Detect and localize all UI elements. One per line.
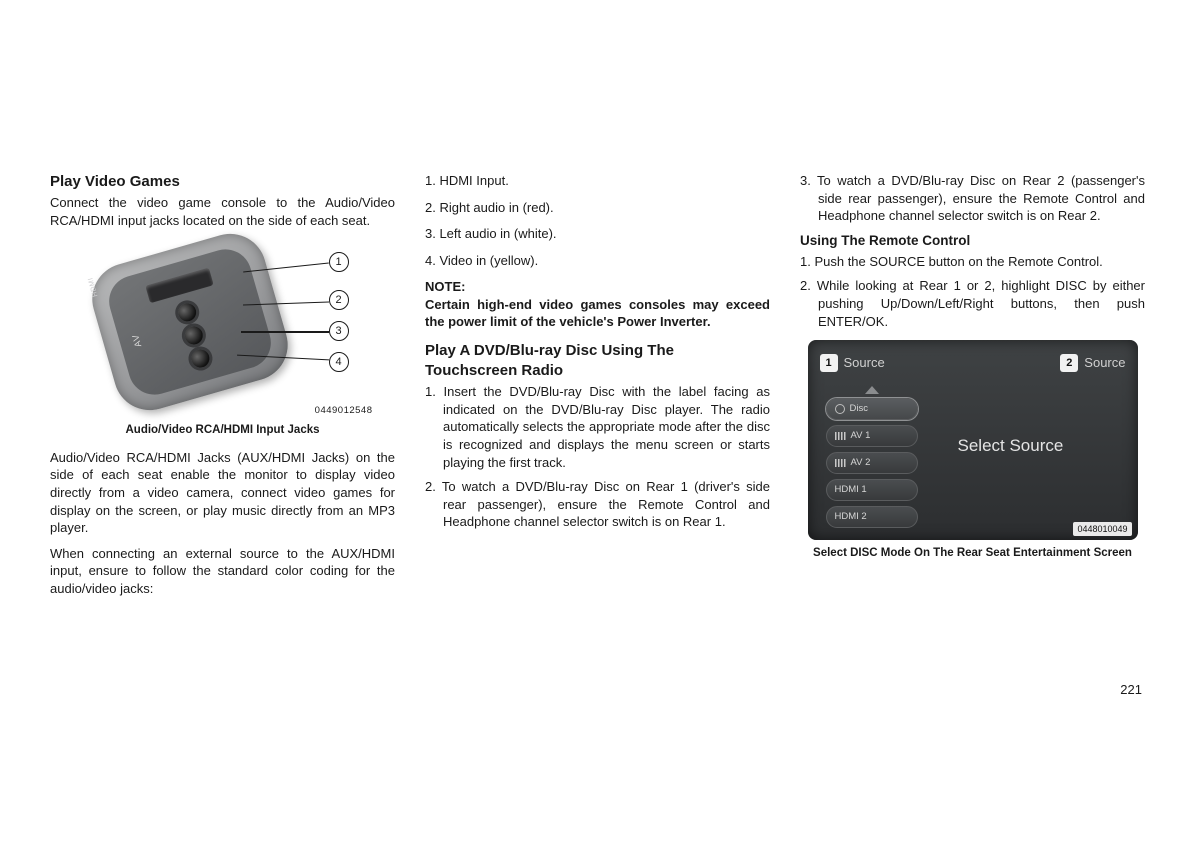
tab-label: AV 1 [851,430,871,443]
list-item: 2. While looking at Rear 1 or 2, highlig… [800,277,1145,330]
callout-1: 1 [329,252,349,272]
list-item: 3. To watch a DVD/Blu-ray Disc on Rear 2… [800,172,1145,225]
rca-jack [176,302,198,324]
jack-panel: AV HDMI [83,226,295,419]
av-label: AV [129,333,144,349]
hdmi-label: HDMI [86,276,101,298]
tab-disc[interactable]: Disc [826,398,918,420]
tab-label: HDMI 2 [835,511,867,524]
heading-play-dvd: Play A DVD/Blu-ray Disc Using The Touchs… [425,341,770,382]
list-item: 1. Push the SOURCE button on the Remote … [800,253,1145,271]
figure-input-jacks: AV HDMI 1 2 3 4 0449012548 [73,237,373,417]
tab-label: Disc [850,403,868,416]
paragraph: Audio/Video RCA/HDMI Jacks (AUX/HDMI Jac… [50,449,395,537]
up-arrow-icon [865,386,879,394]
av-icon [835,432,846,440]
screen-topbar: 1 Source 2 Source [820,350,1126,376]
callout-3: 3 [329,321,349,341]
paragraph: When connecting an external source to th… [50,545,395,598]
rca-jack [182,325,204,347]
list-item: 2. To watch a DVD/Blu-ray Disc on Rear 1… [425,478,770,531]
tab-av2[interactable]: AV 2 [826,452,918,474]
subheading-remote: Using The Remote Control [800,232,1145,250]
paragraph: Connect the video game console to the Au… [50,194,395,229]
callout-2: 2 [329,290,349,310]
figure-caption: Audio/Video RCA/HDMI Input Jacks [50,423,395,439]
tab-hdmi2[interactable]: HDMI 2 [826,506,918,528]
callout-4: 4 [329,352,349,372]
page-number: 221 [1120,682,1142,697]
list-item: 4. Video in (yellow). [425,252,770,270]
leader-line [241,331,329,332]
tab-hdmi1[interactable]: HDMI 1 [826,479,918,501]
rca-jack [189,348,211,370]
source-tabs: Disc AV 1 AV 2 HDMI 1 HDMI 2 [826,386,918,533]
figure-caption: Select DISC Mode On The Rear Seat Entert… [800,546,1145,561]
source-1-badge: 1 [820,354,838,372]
tab-label: AV 2 [851,457,871,470]
source-2-badge: 2 [1060,354,1078,372]
list-item: 3. Left audio in (white). [425,225,770,243]
tab-label: HDMI 1 [835,484,867,497]
heading-play-video-games: Play Video Games [50,172,395,192]
list-item: 1. HDMI Input. [425,172,770,190]
disc-icon [835,404,845,414]
source-1-label: Source [844,354,885,372]
figure-id: 0448010049 [1073,522,1131,536]
note-label: NOTE: [425,278,770,296]
column-2: 1. HDMI Input. 2. Right audio in (red). … [425,172,770,605]
column-3: 3. To watch a DVD/Blu-ray Disc on Rear 2… [800,172,1145,605]
column-1: Play Video Games Connect the video game … [50,172,395,605]
screen-main-text: Select Source [958,435,1064,458]
dvd-steps-list: 1. Insert the DVD/Blu-ray Disc with the … [425,383,770,530]
tab-av1[interactable]: AV 1 [826,425,918,447]
figure-id: 0449012548 [315,405,373,418]
av-icon [835,459,846,467]
hdmi-slot [145,268,213,303]
source-2-label: Source [1084,354,1125,372]
list-item: 1. Insert the DVD/Blu-ray Disc with the … [425,383,770,471]
note-text: Certain high-end video games consoles ma… [425,296,770,331]
dvd-steps-continued: 3. To watch a DVD/Blu-ray Disc on Rear 2… [800,172,1145,225]
list-item: 2. Right audio in (red). [425,199,770,217]
figure-touchscreen: 1 Source 2 Source Disc AV 1 AV 2 HDMI 1 … [808,340,1138,540]
jack-legend-list: 1. HDMI Input. 2. Right audio in (red). … [425,172,770,269]
remote-steps-list: 1. Push the SOURCE button on the Remote … [800,253,1145,330]
